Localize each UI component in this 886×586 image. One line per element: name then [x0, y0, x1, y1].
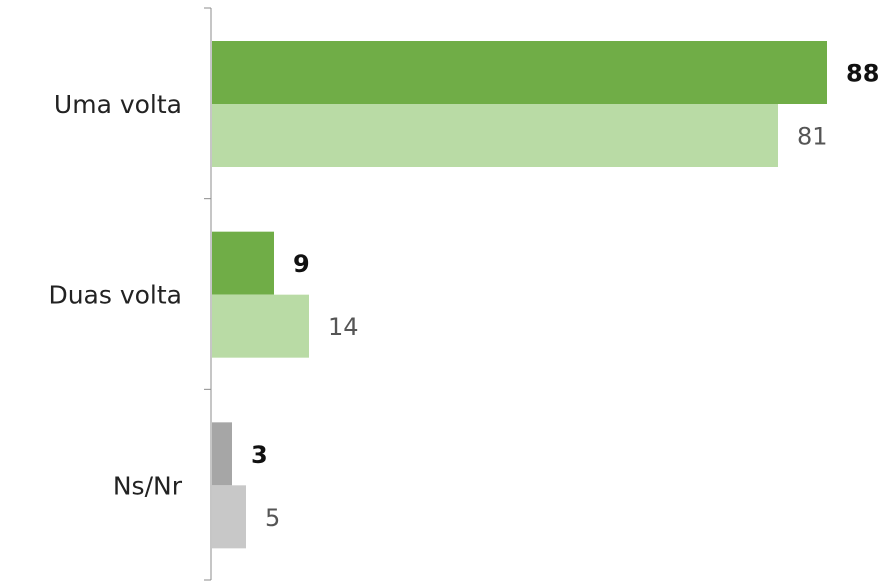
labels: Uma volta 88 81 Duas volta 9 14 Ns/Nr 3 5: [48, 60, 879, 532]
data-label-duas-volta-series-2: 14: [328, 313, 359, 341]
bar-duas-volta-series-1: [212, 231, 274, 295]
data-label-uma-volta-series-1: 88: [846, 60, 879, 88]
category-axis: [204, 7, 212, 581]
bar-ns-nr-series-1: [212, 422, 232, 486]
bars: [212, 41, 827, 549]
category-label-uma-volta: Uma volta: [54, 90, 182, 119]
bar-ns-nr-series-2: [212, 485, 246, 549]
data-label-ns-nr-series-2: 5: [265, 504, 280, 532]
data-label-uma-volta-series-2: 81: [797, 123, 828, 151]
data-label-duas-volta-series-1: 9: [293, 250, 310, 278]
category-label-duas-volta: Duas volta: [48, 281, 182, 310]
bar-uma-volta-series-2: [212, 104, 778, 167]
category-label-ns-nr: Ns/Nr: [113, 471, 183, 500]
bar-uma-volta-series-1: [212, 41, 827, 104]
data-label-ns-nr-series-1: 3: [251, 441, 268, 469]
bar-duas-volta-series-2: [212, 294, 309, 358]
